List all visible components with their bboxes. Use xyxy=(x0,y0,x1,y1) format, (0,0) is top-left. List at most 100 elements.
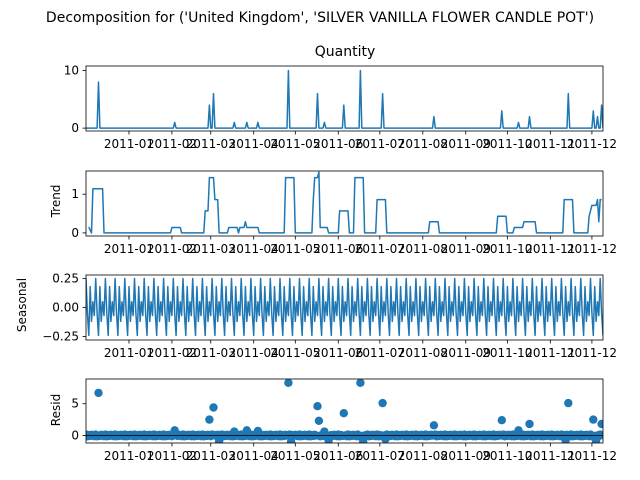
resid-xtick-label: 2011-03 xyxy=(186,449,236,463)
quantity-xtick-label: 2011-02 xyxy=(147,137,197,151)
resid-panel: Resid 052011-012011-022011-032011-042011… xyxy=(49,378,617,463)
quantity-xtick-label: 2011-12 xyxy=(567,137,617,151)
resid-outlier-point xyxy=(313,402,322,411)
resid-xtick-label: 2011-01 xyxy=(104,449,154,463)
quantity-panel: Quantity 0 10 2011-012011-022011-032011-04… xyxy=(64,44,617,151)
trend-xtick-label: 2011-10 xyxy=(482,242,532,256)
resid-outlier-point xyxy=(339,409,348,418)
resid-outlier-point xyxy=(561,436,570,443)
trend-series-line xyxy=(88,171,602,234)
resid-outlier-point xyxy=(514,426,523,435)
seasonal-xtick-label: 2011-02 xyxy=(147,346,197,360)
trend-ytick-label: 1 xyxy=(71,187,79,201)
resid-ylabel: Resid xyxy=(49,394,63,426)
resid-outlier-point xyxy=(253,426,263,436)
seasonal-xtick-label: 2011-03 xyxy=(186,346,236,360)
trend-data xyxy=(88,171,602,234)
resid-outlier-point xyxy=(378,398,387,408)
seasonal-ytick-label: −0.25 xyxy=(42,330,79,344)
trend-xtick-label: 2011-11 xyxy=(525,242,575,256)
quantity-xtick-label: 2011-05 xyxy=(270,137,320,151)
quantity-xtick-label: 2011-06 xyxy=(313,137,363,151)
seasonal-data xyxy=(86,277,603,337)
resid-outlier-point xyxy=(525,419,534,429)
quantity-data xyxy=(86,69,603,129)
figure-suptitle: Decomposition for ('United Kingdom', 'SI… xyxy=(46,10,594,26)
seasonal-ytick-label: 0.00 xyxy=(52,301,79,315)
trend-xtick-label: 2011-02 xyxy=(147,242,197,256)
resid-xtick-label: 2011-04 xyxy=(229,449,279,463)
resid-outlier-point xyxy=(591,436,601,443)
resid-outlier-point xyxy=(230,427,239,436)
resid-outlier-point xyxy=(497,416,506,425)
seasonal-xtick-label: 2011-08 xyxy=(398,346,448,360)
resid-outlier-point xyxy=(356,379,365,387)
resid-outlier-point xyxy=(205,415,214,424)
quantity-xtick-label: 2011-03 xyxy=(186,137,236,151)
resid-xtick-label: 2011-11 xyxy=(525,449,575,463)
resid-outlier-point xyxy=(589,415,598,424)
trend-ytick-label: 0 xyxy=(71,226,79,240)
quantity-xtick-label: 2011-01 xyxy=(104,137,154,151)
trend-ylabel: Trend xyxy=(49,185,63,219)
resid-outlier-point xyxy=(564,398,573,408)
resid-data xyxy=(86,379,603,443)
seasonal-xtick-label: 2011-07 xyxy=(355,346,405,360)
trend-xtick-label: 2011-05 xyxy=(270,242,320,256)
trend-axes-frame xyxy=(85,170,604,237)
seasonal-xtick-label: 2011-09 xyxy=(441,346,491,360)
resid-outlier-point xyxy=(94,388,103,398)
resid-outlier-point xyxy=(429,421,439,430)
resid-xtick-label: 2011-07 xyxy=(355,449,405,463)
trend-xtick-label: 2011-01 xyxy=(104,242,154,256)
quantity-xtick-label: 2011-10 xyxy=(482,137,532,151)
resid-axes-frame xyxy=(85,378,604,444)
seasonal-xtick-label: 2011-01 xyxy=(104,346,154,360)
resid-xtick-label: 2011-08 xyxy=(398,449,448,463)
resid-xtick-label: 2011-09 xyxy=(441,449,491,463)
seasonal-series-line xyxy=(86,277,603,337)
quantity-xtick-label: 2011-08 xyxy=(398,137,448,151)
resid-outlier-point xyxy=(359,437,368,443)
seasonal-ytick-label: 0.25 xyxy=(52,271,79,285)
quantity-xtick-label: 2011-04 xyxy=(229,137,279,151)
resid-outlier-point xyxy=(597,419,603,429)
quantity-xtick-label: 2011-11 xyxy=(525,137,575,151)
resid-ytick-label: 5 xyxy=(71,397,79,411)
trend-xtick-label: 2011-03 xyxy=(186,242,236,256)
seasonal-xtick-label: 2011-11 xyxy=(525,346,575,360)
seasonal-panel: Seasonal −0.250.000.252011-012011-022011… xyxy=(15,271,617,360)
resid-outlier-point xyxy=(284,379,293,387)
resid-xtick-label: 2011-02 xyxy=(147,449,197,463)
resid-outlier-point xyxy=(314,416,324,425)
resid-outlier-point xyxy=(320,427,329,436)
resid-xtick-label: 2011-05 xyxy=(270,449,320,463)
trend-panel: Trend 012011-012011-022011-032011-042011… xyxy=(49,170,617,256)
trend-xtick-label: 2011-06 xyxy=(313,242,363,256)
trend-xtick-label: 2011-09 xyxy=(441,242,491,256)
trend-xtick-label: 2011-07 xyxy=(355,242,405,256)
resid-outlier-point xyxy=(209,403,218,412)
quantity-panel-title: Quantity xyxy=(315,44,376,60)
quantity-series-line xyxy=(86,69,603,129)
seasonal-xtick-label: 2011-05 xyxy=(270,346,320,360)
resid-outlier-point xyxy=(242,426,251,435)
quantity-xtick-label: 2011-09 xyxy=(441,137,491,151)
seasonal-xtick-label: 2011-10 xyxy=(482,346,532,360)
seasonal-xtick-label: 2011-06 xyxy=(313,346,363,360)
resid-xtick-label: 2011-06 xyxy=(313,449,363,463)
quantity-ytick-label: 10 xyxy=(64,64,79,78)
trend-xtick-label: 2011-08 xyxy=(398,242,448,256)
resid-outlier-point xyxy=(214,436,224,443)
trend-xtick-label: 2011-04 xyxy=(229,242,279,256)
resid-xtick-label: 2011-12 xyxy=(567,449,617,463)
seasonal-xtick-label: 2011-12 xyxy=(567,346,617,360)
quantity-axes-frame xyxy=(85,65,604,132)
seasonal-ylabel: Seasonal xyxy=(15,278,29,332)
resid-ytick-label: 0 xyxy=(71,428,79,442)
resid-outlier-point xyxy=(324,436,333,443)
quantity-xtick-label: 2011-07 xyxy=(355,137,405,151)
seasonal-xtick-label: 2011-04 xyxy=(229,346,279,360)
quantity-ytick-label: 0 xyxy=(71,121,79,135)
